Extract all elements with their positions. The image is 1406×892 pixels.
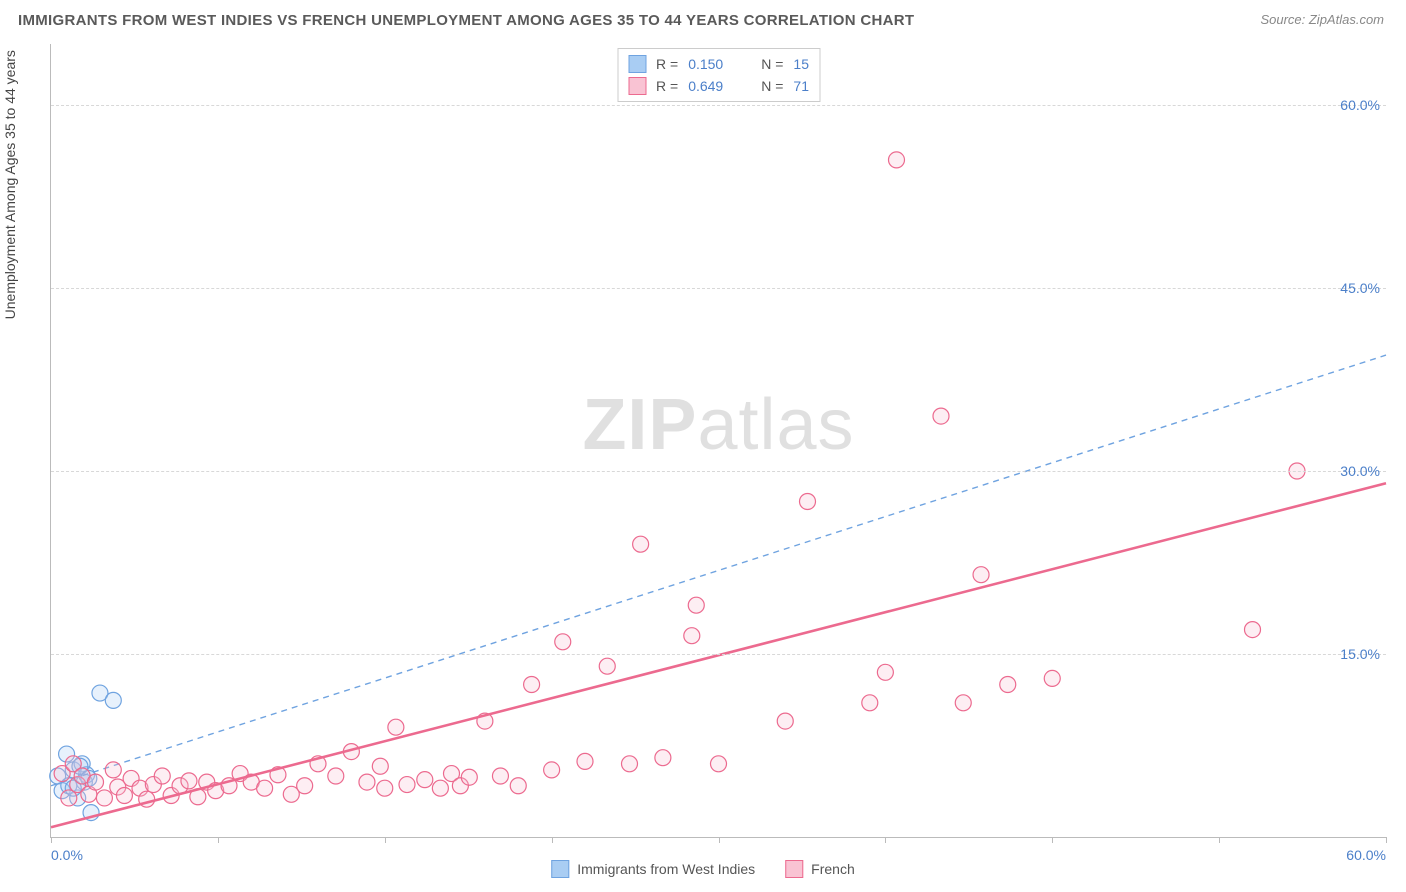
x-axis-max-label: 60.0% [1346, 847, 1386, 863]
trend-line [51, 355, 1386, 786]
scatter-point [577, 753, 593, 769]
legend-item: French [785, 860, 855, 878]
x-tick [51, 837, 52, 843]
scatter-point [154, 768, 170, 784]
scatter-point [432, 780, 448, 796]
scatter-point [684, 628, 700, 644]
x-tick [885, 837, 886, 843]
scatter-point [889, 152, 905, 168]
scatter-point [862, 695, 878, 711]
scatter-point [328, 768, 344, 784]
x-tick [1219, 837, 1220, 843]
legend-item: Immigrants from West Indies [551, 860, 755, 878]
scatter-point [492, 768, 508, 784]
scatter-point [116, 788, 132, 804]
x-tick [385, 837, 386, 843]
scatter-point [257, 780, 273, 796]
x-tick [1386, 837, 1387, 843]
scatter-point [973, 567, 989, 583]
scatter-point [1000, 677, 1016, 693]
chart-container: IMMIGRANTS FROM WEST INDIES VS FRENCH UN… [0, 0, 1406, 892]
scatter-point [181, 773, 197, 789]
gridline [51, 471, 1386, 472]
scatter-point [633, 536, 649, 552]
scatter-point [359, 774, 375, 790]
scatter-point [105, 692, 121, 708]
scatter-point [461, 769, 477, 785]
source-text: Source: ZipAtlas.com [1260, 12, 1384, 27]
scatter-point [297, 778, 313, 794]
scatter-point [777, 713, 793, 729]
scatter-point [711, 756, 727, 772]
swatch-icon [785, 860, 803, 878]
scatter-point [96, 790, 112, 806]
y-tick-label: 45.0% [1340, 280, 1380, 296]
legend-label: Immigrants from West Indies [577, 861, 755, 877]
scatter-point [399, 777, 415, 793]
x-tick [218, 837, 219, 843]
scatter-point [524, 677, 540, 693]
trend-line [51, 483, 1386, 827]
scatter-point [88, 774, 104, 790]
scatter-point [622, 756, 638, 772]
scatter-point [877, 664, 893, 680]
scatter-point [655, 750, 671, 766]
legend-label: French [811, 861, 855, 877]
chart-title: IMMIGRANTS FROM WEST INDIES VS FRENCH UN… [18, 12, 914, 29]
x-tick [1052, 837, 1053, 843]
scatter-point [933, 408, 949, 424]
x-tick [552, 837, 553, 843]
y-tick-label: 15.0% [1340, 646, 1380, 662]
scatter-point [388, 719, 404, 735]
scatter-point [1245, 622, 1261, 638]
scatter-point [1044, 670, 1060, 686]
scatter-point [544, 762, 560, 778]
legend-bottom: Immigrants from West Indies French [551, 860, 854, 878]
scatter-point [599, 658, 615, 674]
scatter-point [510, 778, 526, 794]
y-axis-label: Unemployment Among Ages 35 to 44 years [2, 50, 18, 319]
scatter-point [955, 695, 971, 711]
scatter-point [417, 772, 433, 788]
gridline [51, 654, 1386, 655]
scatter-point [555, 634, 571, 650]
x-tick [719, 837, 720, 843]
scatter-point [800, 494, 816, 510]
y-tick-label: 60.0% [1340, 97, 1380, 113]
scatter-point [105, 762, 121, 778]
plot-area: ZIPatlas R = 0.150 N = 15 R = 0.649 N = … [50, 44, 1386, 838]
scatter-point [377, 780, 393, 796]
x-axis-min-label: 0.0% [51, 847, 83, 863]
scatter-point [688, 597, 704, 613]
swatch-icon [551, 860, 569, 878]
scatter-point [372, 758, 388, 774]
gridline [51, 288, 1386, 289]
gridline [51, 105, 1386, 106]
chart-svg [51, 44, 1386, 837]
y-tick-label: 30.0% [1340, 463, 1380, 479]
